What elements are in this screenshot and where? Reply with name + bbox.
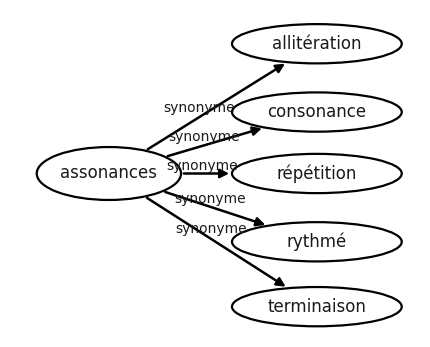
- Ellipse shape: [232, 24, 402, 64]
- Text: synonyme: synonyme: [175, 192, 246, 206]
- Ellipse shape: [232, 92, 402, 132]
- Text: synonyme: synonyme: [175, 222, 246, 236]
- Ellipse shape: [37, 147, 181, 200]
- Text: synonyme: synonyme: [163, 101, 235, 115]
- Text: allitération: allitération: [272, 35, 362, 53]
- Text: assonances: assonances: [60, 164, 157, 183]
- Text: synonyme: synonyme: [166, 159, 238, 173]
- Text: rythmé: rythmé: [287, 232, 347, 251]
- Ellipse shape: [232, 222, 402, 261]
- Ellipse shape: [232, 154, 402, 193]
- Text: terminaison: terminaison: [267, 298, 366, 316]
- Text: synonyme: synonyme: [168, 130, 240, 144]
- Text: répétition: répétition: [276, 164, 357, 183]
- Text: consonance: consonance: [267, 103, 366, 121]
- Ellipse shape: [232, 287, 402, 326]
